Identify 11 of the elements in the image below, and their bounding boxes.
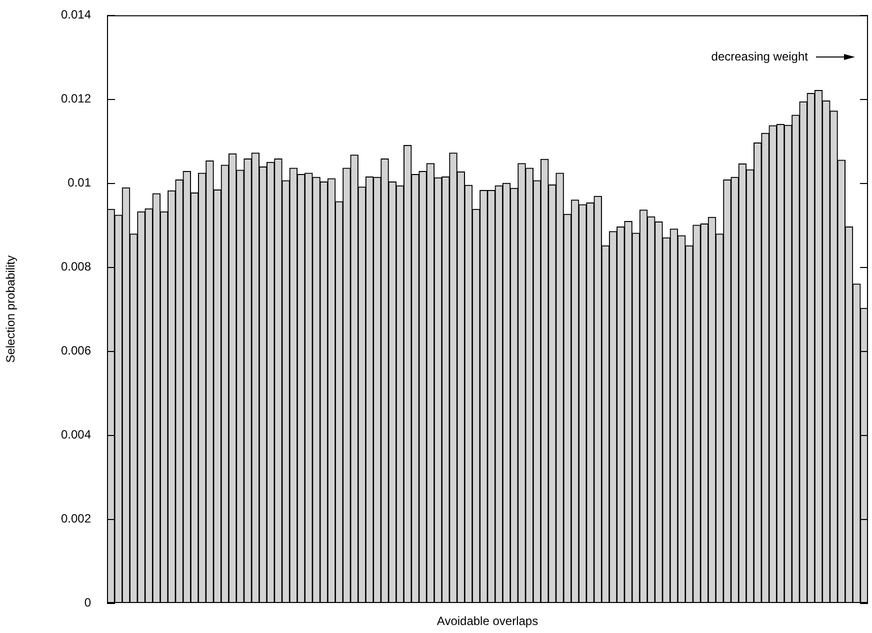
annotation: decreasing weight [711,50,809,64]
y-tick-label: 0.006 [60,343,92,358]
y-tick-label: 0 [84,595,92,610]
y-tick-label: 0.002 [60,511,92,526]
y-tick-label: 0.014 [60,8,92,22]
y-tick-label: 0.004 [60,427,92,442]
y-tick-label: 0.008 [60,259,92,274]
x-axis-title: Avoidable overlaps [436,614,538,628]
y-axis-title: Selection probability [4,255,18,363]
y-tick-label: 0.01 [68,175,92,190]
y-tick-label: 0.012 [60,91,92,106]
